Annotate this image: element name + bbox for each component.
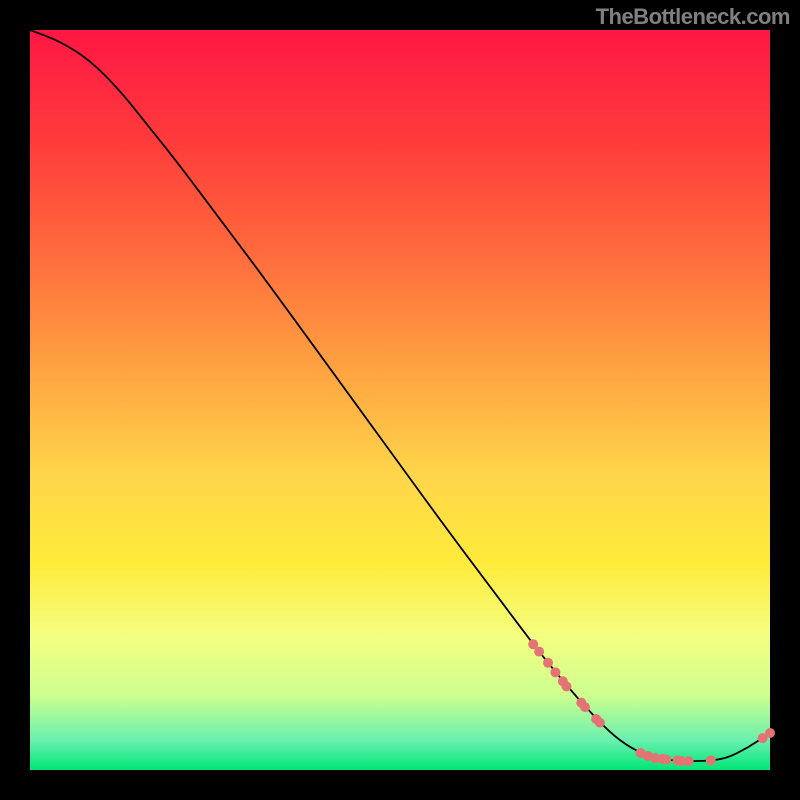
- data-marker: [534, 647, 544, 657]
- chart-container: TheBottleneck.com: [0, 0, 800, 800]
- data-marker: [706, 755, 716, 765]
- data-marker: [765, 728, 775, 738]
- data-marker: [562, 681, 572, 691]
- bottleneck-curve-chart: [0, 0, 800, 800]
- plot-background: [30, 30, 770, 770]
- data-marker: [543, 658, 553, 668]
- data-marker: [661, 755, 671, 765]
- data-marker: [550, 667, 560, 677]
- watermark-text: TheBottleneck.com: [596, 4, 790, 30]
- data-marker: [684, 756, 694, 766]
- data-marker: [595, 718, 605, 728]
- data-marker: [580, 702, 590, 712]
